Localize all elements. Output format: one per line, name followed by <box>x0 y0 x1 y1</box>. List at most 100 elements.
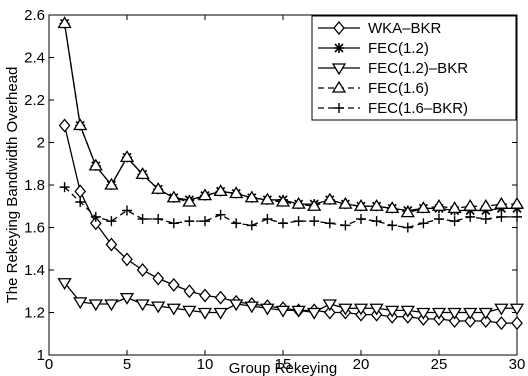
data-point <box>464 313 477 329</box>
data-point <box>293 216 304 227</box>
data-point <box>104 299 119 312</box>
data-point <box>309 216 320 227</box>
data-point <box>90 211 101 222</box>
data-point <box>371 216 382 227</box>
x-tick-label: 30 <box>509 356 526 373</box>
legend-label: FEC(1.6) <box>368 80 429 97</box>
data-point <box>231 218 242 229</box>
data-point <box>418 218 429 229</box>
data-point <box>275 305 291 318</box>
legend-marker <box>331 63 347 76</box>
data-point <box>199 288 211 303</box>
data-point <box>509 303 525 316</box>
data-point <box>400 205 415 218</box>
data-point <box>215 209 226 220</box>
data-point <box>338 196 353 209</box>
data-point <box>153 214 164 224</box>
data-point <box>244 190 259 203</box>
data-point <box>448 313 461 329</box>
data-point <box>136 262 149 278</box>
data-point <box>278 218 288 229</box>
data-point <box>340 220 351 231</box>
legend-label: WKA–BKR <box>368 20 442 37</box>
data-point <box>509 196 525 209</box>
data-point <box>229 299 244 312</box>
data-point <box>324 218 335 229</box>
data-point <box>151 181 166 194</box>
data-point <box>495 316 508 331</box>
x-axis-label: Group Rekeying <box>229 360 337 376</box>
data-point <box>213 307 228 320</box>
data-point <box>74 184 87 199</box>
data-point <box>73 118 88 131</box>
data-point <box>229 186 244 199</box>
data-point <box>244 301 259 314</box>
data-point <box>197 307 213 320</box>
legend-marker <box>334 103 344 113</box>
legend-label: FEC(1.2)–BKR <box>368 60 468 77</box>
data-point <box>447 307 462 320</box>
data-point <box>135 167 150 180</box>
data-point <box>496 211 507 222</box>
y-tick-label: 1 <box>37 347 45 364</box>
data-point <box>197 188 213 201</box>
series-group <box>58 118 523 331</box>
data-point <box>166 190 181 203</box>
data-point <box>353 198 369 211</box>
data-point <box>200 216 210 227</box>
data-point <box>57 16 72 29</box>
data-point <box>369 303 384 316</box>
legend: WKA–BKR FEC(1.2) FEC(1.2)–BKR FEC(1.6) FEC(1… <box>311 15 517 121</box>
y-tick-label: 1.2 <box>24 305 45 322</box>
data-point <box>260 192 275 205</box>
x-tick-label: 0 <box>45 356 53 373</box>
x-tick-label: 5 <box>123 356 131 373</box>
data-point <box>338 303 353 316</box>
data-point <box>105 237 118 252</box>
y-tick-label: 1.8 <box>24 177 45 194</box>
data-point <box>463 198 478 211</box>
data-point <box>184 216 195 227</box>
axis-ticks: 0 5 10 15 20 25 30 1 1.2 1.4 1.6 1.8 2 2.2 2.4 2.6 <box>24 7 525 373</box>
data-point <box>119 150 135 163</box>
data-point <box>262 214 273 224</box>
data-point <box>479 313 492 329</box>
data-point <box>246 220 257 231</box>
data-point <box>214 290 227 305</box>
x-tick-label: 15 <box>275 356 292 373</box>
data-point <box>122 205 132 216</box>
data-point <box>135 299 150 312</box>
data-point <box>478 307 493 320</box>
data-point <box>416 201 431 214</box>
data-point <box>353 303 369 316</box>
data-point <box>57 278 72 291</box>
data-point <box>385 201 400 214</box>
y-tick-label: 1.4 <box>24 262 45 279</box>
data-point <box>400 305 415 318</box>
data-point <box>512 211 522 222</box>
data-point <box>431 307 447 320</box>
data-point <box>494 303 509 316</box>
data-point <box>322 192 337 205</box>
series-group <box>57 278 525 320</box>
x-tick-label: 20 <box>353 356 370 373</box>
data-point <box>151 301 166 314</box>
data-point <box>449 216 460 227</box>
data-point <box>58 118 71 133</box>
data-point <box>119 292 135 305</box>
y-tick-label: 2.4 <box>24 50 45 67</box>
data-point <box>369 198 384 211</box>
data-point <box>73 297 88 310</box>
data-point <box>307 198 322 211</box>
data-point <box>104 177 119 190</box>
series-group <box>57 16 525 218</box>
data-point <box>167 277 180 292</box>
data-point <box>182 194 197 207</box>
data-point <box>307 307 322 320</box>
data-point <box>291 196 306 209</box>
data-point <box>75 197 86 207</box>
series-group <box>59 182 522 233</box>
data-point <box>106 216 117 227</box>
data-point <box>121 252 133 267</box>
